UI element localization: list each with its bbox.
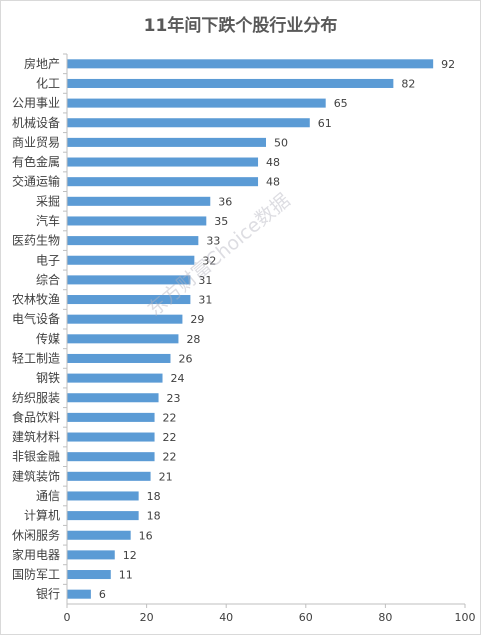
y-tick-label: 家用电器 (12, 547, 60, 562)
y-tick-label: 计算机 (24, 508, 60, 523)
bar (67, 216, 207, 226)
y-tick-label: 公用事业 (12, 96, 60, 110)
bar (67, 570, 111, 580)
data-label: 16 (139, 529, 153, 542)
data-label: 12 (123, 549, 137, 562)
x-tick-label: 40 (219, 611, 233, 624)
y-tick-label: 国防军工 (12, 567, 60, 582)
data-label: 31 (198, 294, 212, 307)
bar (67, 295, 191, 305)
bar (67, 98, 326, 108)
bar (67, 471, 151, 481)
bar (67, 177, 259, 187)
data-label: 11 (119, 569, 133, 582)
bar (67, 353, 171, 363)
y-tick-label: 休闲服务 (12, 527, 60, 542)
y-tick-label: 汽车 (36, 213, 60, 228)
y-tick-label: 机械设备 (12, 115, 60, 130)
data-label: 48 (266, 176, 280, 189)
y-tick-label: 钢铁 (36, 371, 60, 385)
y-tick-label: 建筑装饰 (12, 468, 60, 483)
data-label: 48 (266, 156, 280, 169)
bar (67, 236, 199, 246)
bar (67, 137, 266, 147)
bar (67, 511, 139, 521)
x-tick-label: 20 (140, 611, 154, 624)
data-label: 61 (318, 117, 332, 130)
x-tick-label: 60 (299, 611, 313, 624)
data-label: 22 (163, 451, 177, 464)
bar (67, 196, 211, 206)
y-tick-label: 建筑材料 (12, 429, 60, 444)
data-label: 22 (163, 411, 177, 424)
bar (67, 314, 183, 324)
data-label: 6 (99, 588, 106, 601)
y-tick-label: 电气设备 (12, 311, 60, 326)
y-tick-label: 非银金融 (12, 449, 60, 464)
bar (67, 118, 310, 128)
bar (67, 432, 155, 442)
y-tick-label: 食品饮料 (12, 409, 60, 424)
data-label: 50 (274, 136, 288, 149)
chart-title: 11年间下跌个股行业分布 (143, 16, 338, 36)
bar (67, 530, 131, 540)
bar (67, 412, 155, 422)
bar (67, 157, 259, 167)
y-tick-label: 传媒 (36, 331, 60, 346)
y-tick-label: 交通运输 (12, 174, 60, 189)
bar (67, 393, 159, 403)
data-label: 24 (171, 372, 185, 385)
bar (67, 334, 179, 344)
x-tick-label: 100 (455, 611, 476, 624)
bar (67, 452, 155, 462)
y-tick-label: 采掘 (36, 193, 60, 208)
y-tick-label: 化工 (36, 76, 60, 90)
data-label: 18 (147, 490, 161, 503)
y-tick-label: 商业贸易 (12, 134, 60, 149)
bar (67, 550, 115, 560)
data-label: 21 (159, 470, 173, 483)
data-label: 92 (441, 58, 455, 71)
data-label: 23 (167, 392, 181, 405)
y-tick-label: 纺织服装 (12, 391, 60, 405)
data-label: 65 (334, 97, 348, 110)
y-tick-label: 银行 (36, 587, 60, 601)
bar (67, 78, 394, 88)
bar (67, 255, 195, 265)
data-label: 18 (147, 510, 161, 523)
y-tick-label: 有色金属 (12, 154, 60, 169)
bar (67, 491, 139, 501)
data-label: 29 (190, 313, 204, 326)
data-label: 28 (186, 333, 200, 346)
data-label: 26 (178, 352, 192, 365)
y-tick-label: 医药生物 (12, 234, 60, 248)
data-label: 33 (206, 235, 220, 248)
y-tick-label: 轻工制造 (12, 351, 60, 365)
bar (67, 373, 163, 383)
data-label: 35 (214, 215, 228, 228)
y-tick-label: 综合 (36, 272, 60, 287)
bar (67, 59, 434, 69)
x-tick-label: 0 (64, 611, 71, 624)
y-tick-label: 农林牧渔 (12, 293, 60, 307)
bar (67, 275, 191, 285)
y-tick-label: 电子 (36, 253, 60, 267)
data-label: 82 (401, 77, 415, 90)
data-label: 32 (202, 254, 216, 267)
x-tick-label: 80 (378, 611, 392, 624)
bar (67, 589, 91, 599)
data-label: 22 (163, 431, 177, 444)
data-label: 36 (218, 195, 232, 208)
y-tick-label: 房地产 (24, 56, 60, 71)
data-label: 31 (198, 274, 212, 287)
y-tick-label: 通信 (36, 489, 60, 503)
